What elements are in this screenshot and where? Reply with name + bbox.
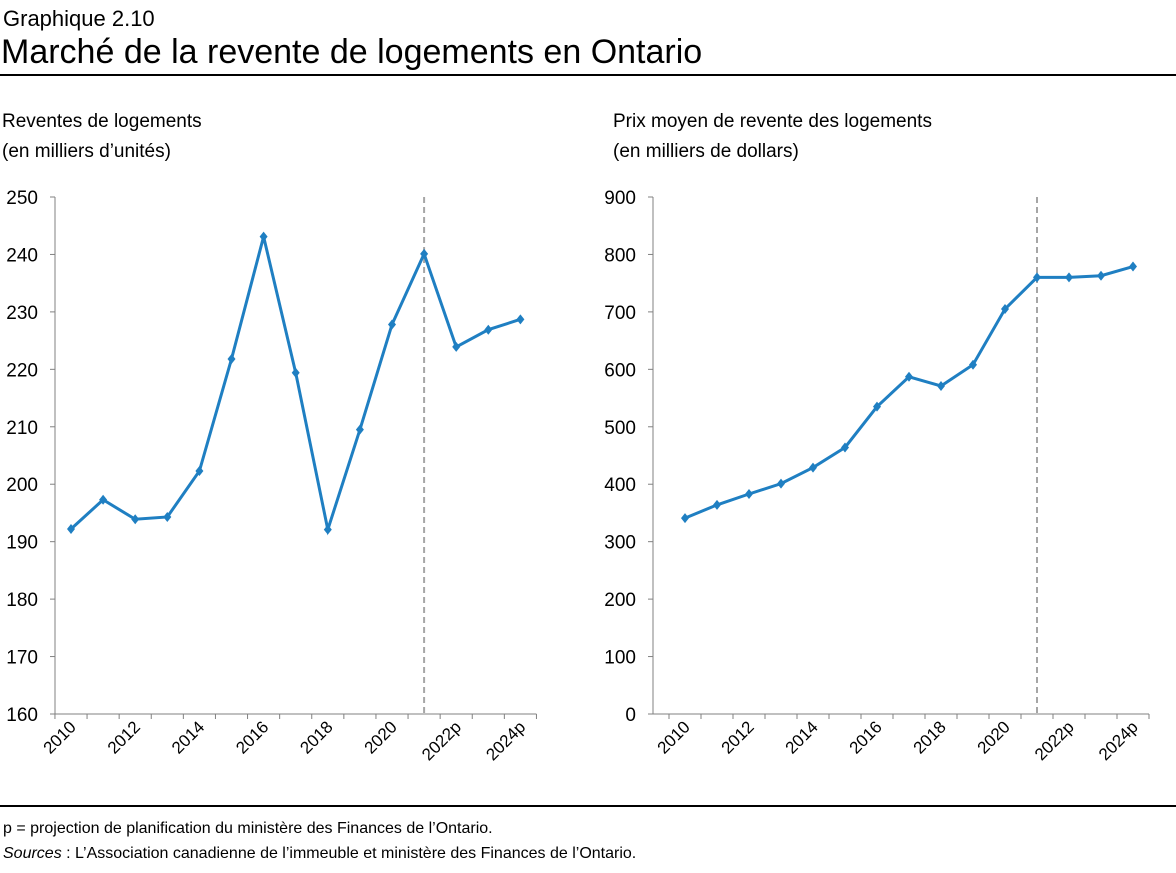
note: p = projection de planification du minis… bbox=[3, 820, 493, 837]
data-point bbox=[809, 462, 817, 473]
sources: Sources : L’Association canadienne de l’… bbox=[3, 845, 636, 862]
x-tick-label: 2020 bbox=[974, 717, 1014, 757]
y-tick-label: 250 bbox=[6, 188, 38, 209]
data-point bbox=[1065, 272, 1073, 283]
data-point bbox=[873, 401, 881, 412]
y-tick-label: 190 bbox=[6, 533, 38, 554]
y-axis-label: (en milliers d’unités) bbox=[2, 141, 171, 162]
x-tick-label: 2012 bbox=[718, 717, 758, 757]
y-tick-label: 220 bbox=[6, 360, 38, 381]
data-point bbox=[99, 494, 108, 505]
y-tick-label: 100 bbox=[604, 648, 636, 669]
y-tick-label: 200 bbox=[604, 590, 636, 611]
y-axis-label: (en milliers de dollars) bbox=[613, 141, 799, 162]
chart-title: Marché de la revente de logements en Ont… bbox=[1, 33, 702, 71]
x-tick-label: 2012 bbox=[104, 717, 144, 757]
y-tick-label: 300 bbox=[604, 533, 636, 554]
data-point bbox=[681, 513, 689, 524]
y-tick-label: 600 bbox=[604, 360, 636, 381]
y-tick-label: 170 bbox=[6, 648, 38, 669]
sources-label: Sources bbox=[3, 845, 62, 862]
data-point bbox=[484, 324, 493, 335]
data-point bbox=[1129, 261, 1137, 272]
y-tick-label: 0 bbox=[625, 705, 636, 726]
x-tick-label: 2022p bbox=[1031, 717, 1078, 764]
chart-label: Graphique 2.10 bbox=[3, 6, 155, 31]
x-tick-label: 2016 bbox=[232, 717, 272, 757]
data-point bbox=[388, 319, 396, 330]
data-point bbox=[195, 466, 204, 477]
data-point bbox=[291, 367, 300, 378]
y-tick-label: 230 bbox=[6, 303, 38, 324]
x-tick-label: 2010 bbox=[654, 717, 694, 757]
data-point bbox=[323, 524, 332, 535]
x-tick-label: 2014 bbox=[168, 717, 208, 757]
data-point bbox=[420, 248, 429, 259]
data-point bbox=[1097, 270, 1105, 281]
data-line bbox=[684, 265, 1134, 520]
y-tick-label: 500 bbox=[604, 418, 636, 439]
data-point bbox=[777, 478, 785, 489]
y-tick-label: 180 bbox=[6, 590, 38, 611]
x-tick-label: 2014 bbox=[782, 717, 822, 757]
data-point bbox=[713, 499, 721, 510]
y-tick-label: 400 bbox=[604, 475, 636, 496]
x-tick-label: 2022p bbox=[418, 717, 465, 764]
x-tick-label: 2020 bbox=[361, 717, 401, 757]
sources-text: : L’Association canadienne de l’immeuble… bbox=[62, 845, 637, 862]
data-point bbox=[516, 314, 525, 325]
y-tick-label: 240 bbox=[6, 245, 38, 266]
x-tick-label: 2024p bbox=[482, 717, 529, 764]
data-point bbox=[163, 511, 172, 522]
data-point bbox=[259, 231, 268, 242]
y-tick-label: 160 bbox=[6, 705, 38, 726]
y-tick-label: 200 bbox=[6, 475, 38, 496]
data-point bbox=[452, 341, 461, 352]
data-point bbox=[1033, 272, 1041, 283]
data-point bbox=[227, 353, 236, 364]
data-point bbox=[841, 442, 849, 453]
data-point bbox=[937, 380, 945, 391]
y-tick-label: 900 bbox=[604, 188, 636, 209]
y-tick-label: 800 bbox=[604, 245, 636, 266]
y-axis-label: Prix moyen de revente des logements bbox=[613, 111, 932, 132]
data-point bbox=[355, 424, 364, 435]
data-point bbox=[905, 371, 913, 382]
x-tick-label: 2018 bbox=[296, 717, 336, 757]
data-point bbox=[131, 514, 140, 525]
x-tick-label: 2024p bbox=[1095, 717, 1142, 764]
y-tick-label: 700 bbox=[604, 303, 636, 324]
y-tick-label: 210 bbox=[6, 418, 38, 439]
data-point bbox=[67, 524, 75, 535]
data-point bbox=[1001, 304, 1009, 315]
data-point bbox=[969, 359, 977, 370]
data-point bbox=[745, 488, 753, 499]
x-tick-label: 2016 bbox=[846, 717, 886, 757]
x-tick-label: 2018 bbox=[910, 717, 950, 757]
data-line bbox=[69, 236, 521, 536]
x-tick-label: 2010 bbox=[40, 717, 80, 757]
y-axis-label: Reventes de logements bbox=[2, 111, 202, 132]
